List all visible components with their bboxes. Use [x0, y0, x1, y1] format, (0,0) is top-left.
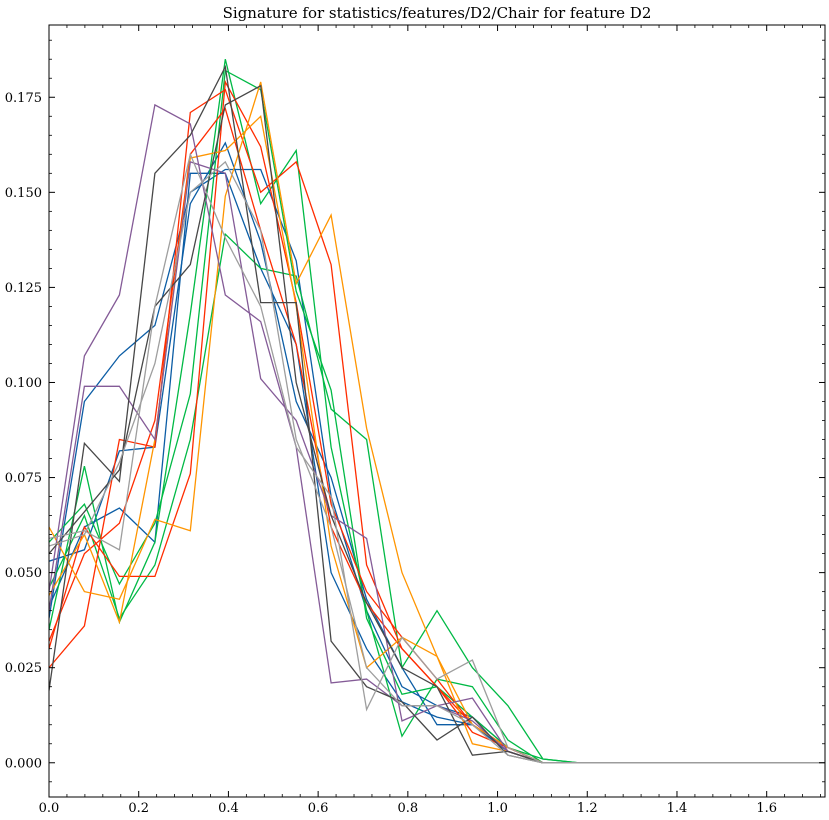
- series-line-13: [49, 161, 825, 764]
- x-tick-label: 1.6: [756, 801, 777, 816]
- axes-frame: [48, 24, 826, 798]
- series-line-6: [49, 69, 825, 764]
- y-tick-label: 0.125: [5, 281, 42, 296]
- y-tick-label: 0.050: [5, 566, 42, 581]
- x-tick-label: 0.4: [218, 801, 239, 816]
- y-tick-label: 0.075: [5, 471, 42, 486]
- series-line-14: [49, 64, 825, 764]
- y-tick-label: 0.025: [5, 661, 42, 676]
- series-line-10: [49, 81, 825, 764]
- axes-border: [48, 24, 826, 798]
- x-tick-label: 1.0: [487, 801, 508, 816]
- plot-lines: [49, 59, 825, 764]
- x-tick-label: 0.6: [308, 801, 329, 816]
- series-line-16: [49, 152, 825, 764]
- series-line-8: [49, 79, 825, 764]
- x-tick-label: 0.0: [39, 801, 60, 816]
- y-tick-label: 0.150: [5, 186, 42, 201]
- x-tick-label: 0.2: [128, 801, 149, 816]
- series-line-2: [49, 141, 825, 764]
- y-tick-label: 0.000: [5, 756, 42, 771]
- x-tick-label: 0.8: [398, 801, 419, 816]
- series-line-17: [49, 160, 825, 764]
- y-axis: 0.000 0.025 0.050 0.075 0.100 0.125 0.150 0.175: [5, 39, 825, 783]
- series-line-15: [49, 84, 825, 764]
- x-tick-label: 1.4: [667, 801, 688, 816]
- x-tick-label: 1.2: [577, 801, 598, 816]
- y-tick-label: 0.175: [5, 91, 42, 106]
- x-axis: 0.0 0.2 0.4 0.6 0.8 1.0 1.2 1.4 1.6: [39, 25, 821, 816]
- y-tick-label: 0.100: [5, 376, 42, 391]
- chart-title: Signature for statistics/features/D2/Cha…: [223, 4, 652, 22]
